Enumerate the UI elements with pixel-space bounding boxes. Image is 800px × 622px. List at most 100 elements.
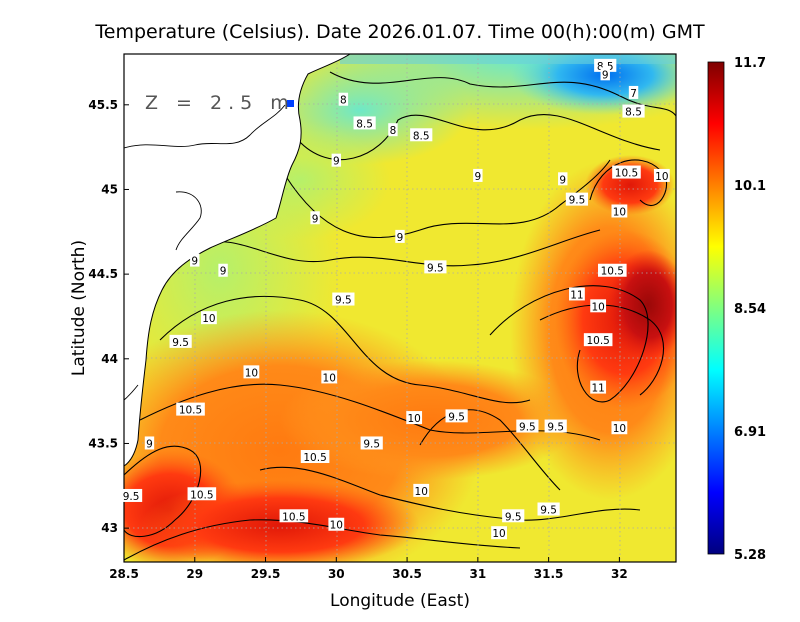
contour-label-background xyxy=(279,509,309,523)
x-tick-label: 31.5 xyxy=(534,567,564,581)
contour-label-background xyxy=(598,263,627,277)
colorbar-tick-label: 6.91 xyxy=(734,425,766,440)
land-boundaries xyxy=(124,104,286,401)
contour-label-background xyxy=(190,253,200,267)
x-tick-label: 32 xyxy=(611,567,628,581)
contour-label-background xyxy=(169,334,192,348)
contour-label: 9.5 xyxy=(519,422,536,434)
colorbar: 11.7 10.1 8.54 6.91 5.28 xyxy=(707,56,766,563)
contour-label: 10 xyxy=(323,372,336,384)
contour-label: 8.5 xyxy=(413,130,430,142)
contour-label: 10 xyxy=(613,423,626,435)
contour-label-background xyxy=(218,263,228,277)
contour-label: 10 xyxy=(407,413,420,425)
contour-label: 10 xyxy=(655,171,668,183)
y-tick-label: 45 xyxy=(101,182,118,196)
contour-label-background xyxy=(321,370,338,384)
contour-label: 9.5 xyxy=(172,337,189,349)
contour-label-background xyxy=(583,333,613,347)
contour-label: 8 xyxy=(390,125,397,137)
contour-label: 7 xyxy=(630,88,637,100)
contour-lines xyxy=(124,71,676,561)
contour-label: 10.5 xyxy=(615,168,638,180)
contour-label-background xyxy=(406,411,423,425)
contour-label: 10.5 xyxy=(190,489,213,501)
contour-label: 8.5 xyxy=(356,118,373,130)
x-tick-label: 29.5 xyxy=(251,567,281,581)
x-tick-label: 28.5 xyxy=(109,567,139,581)
northeast-cold-core xyxy=(510,54,676,115)
contour-label-background xyxy=(353,116,376,130)
contour-label: 9.5 xyxy=(569,195,586,207)
x-tick-label: 30.5 xyxy=(392,567,422,581)
contour-label-background xyxy=(594,58,617,72)
contour-label: 9.5 xyxy=(540,505,557,517)
contour-label: 10.5 xyxy=(601,266,624,278)
contour-label: 9 xyxy=(397,232,404,244)
contour-label-background xyxy=(653,168,670,182)
south-warm-band xyxy=(140,480,420,562)
contour-label-background xyxy=(144,436,155,450)
contour-label: 10.5 xyxy=(303,452,326,464)
contour-label: 9.5 xyxy=(427,262,444,274)
east-max-core xyxy=(608,250,676,360)
contour-label: 10 xyxy=(202,313,215,325)
contour-label: 9.5 xyxy=(547,422,564,434)
contour-label-background xyxy=(328,517,345,531)
contour-label-background xyxy=(310,211,320,225)
northeast-warm-eddy xyxy=(585,155,675,215)
y-tick-label: 45.5 xyxy=(88,98,118,112)
colorbar-tick-label: 8.54 xyxy=(734,302,766,317)
y-tick-label: 43 xyxy=(101,521,118,535)
contour-label-background xyxy=(544,419,567,433)
contour-label: 10 xyxy=(613,206,626,218)
contour-label-background xyxy=(622,104,645,118)
y-tick-label: 43.5 xyxy=(88,436,118,450)
contour-label: 11 xyxy=(570,289,583,301)
contour-label-background xyxy=(300,450,330,464)
contour-label-background xyxy=(612,165,641,179)
contour-label: 10.5 xyxy=(586,335,609,347)
contour-label-background xyxy=(491,526,507,540)
contour-label: 8 xyxy=(340,95,347,107)
contour-label: 9.5 xyxy=(363,438,380,450)
contour-label-background xyxy=(424,260,447,274)
plot-area xyxy=(124,54,676,562)
contour-label-background xyxy=(611,421,628,435)
x-tick-label: 30 xyxy=(328,567,345,581)
depth-annotation: Z = 2.5 m xyxy=(145,92,295,114)
colorbar-labels: 11.7 10.1 8.54 6.91 5.28 xyxy=(734,56,766,563)
y-axis-label: Latitude (North) xyxy=(69,240,89,376)
contour-label: 10 xyxy=(591,301,604,313)
contour-label: 9.5 xyxy=(335,295,352,307)
contour-label-background xyxy=(119,488,143,502)
contour-label: 9 xyxy=(191,256,198,268)
contour-label-background xyxy=(243,365,260,379)
contour-label: 10 xyxy=(492,528,505,540)
contour-label: 9 xyxy=(146,438,153,450)
colorbar-tick-label: 5.28 xyxy=(734,548,766,563)
contour-label-background xyxy=(360,436,383,450)
contour-label: 9 xyxy=(475,171,482,183)
contour-label-background xyxy=(611,204,628,218)
axis-ticks: 28.5 29 29.5 30 30.5 31 31.5 32 43 43.5 44 44.5 45 45… xyxy=(88,98,627,581)
contour-label: 10 xyxy=(245,367,258,379)
contour-label: 9 xyxy=(602,69,609,81)
colorbar-tick-label: 10.1 xyxy=(734,179,766,194)
land-mask xyxy=(124,54,351,467)
contour-label-background xyxy=(590,380,607,394)
plot-frame xyxy=(123,53,677,563)
contour-label: 10.5 xyxy=(179,405,202,417)
colorbar-tick-label: 11.7 xyxy=(734,56,766,71)
grid-lines xyxy=(124,54,676,562)
coastal-cold-spot xyxy=(287,100,294,107)
contour-label-background xyxy=(338,92,349,106)
x-tick-label: 31 xyxy=(469,567,486,581)
contour-label: 10.5 xyxy=(282,511,305,523)
contour-label-background xyxy=(445,409,468,423)
contour-label-background xyxy=(628,85,639,99)
x-tick-label: 29 xyxy=(186,567,203,581)
contour-label: 10 xyxy=(415,486,428,498)
